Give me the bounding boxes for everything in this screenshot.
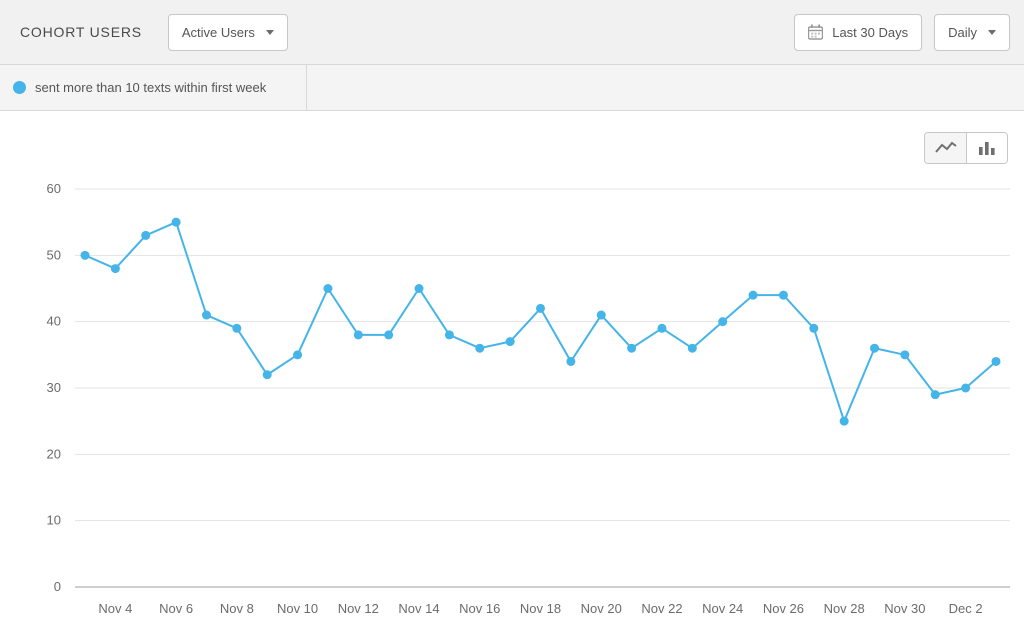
y-axis-label: 20 [47, 446, 61, 461]
y-axis-label: 10 [47, 513, 61, 528]
series-dot-icon [13, 81, 26, 94]
interval-dropdown[interactable]: Daily [934, 13, 1010, 51]
x-axis-label: Nov 6 [159, 601, 193, 616]
x-axis-label: Nov 18 [520, 601, 561, 616]
page-title: COHORT USERS [20, 24, 142, 40]
data-point[interactable] [414, 284, 424, 293]
legend-bar: sent more than 10 texts within first wee… [0, 65, 1024, 111]
x-axis-label: Nov 16 [459, 601, 500, 616]
x-axis-label: Nov 28 [824, 601, 865, 616]
data-point[interactable] [110, 264, 120, 274]
data-point[interactable] [171, 217, 181, 227]
line-chart-icon [934, 141, 957, 155]
y-axis-label: 50 [47, 247, 61, 262]
x-axis-label: Nov 4 [98, 601, 132, 616]
header-bar: COHORT USERS Active Users Las [0, 0, 1024, 65]
data-point[interactable] [627, 343, 637, 353]
x-axis-label: Dec 2 [949, 601, 983, 616]
data-point[interactable] [566, 356, 576, 366]
data-point[interactable] [536, 303, 545, 313]
x-axis-label: Nov 26 [763, 601, 804, 616]
data-point[interactable] [657, 323, 667, 333]
data-point[interactable] [384, 330, 394, 340]
data-point[interactable] [961, 383, 971, 393]
bar-chart-icon [979, 141, 995, 155]
date-range-button[interactable]: Last 30 Days [794, 13, 923, 51]
bar-chart-toggle-button[interactable] [966, 133, 1007, 163]
data-point[interactable] [262, 370, 272, 380]
x-axis-label: Nov 12 [338, 601, 379, 616]
interval-dropdown-label: Daily [948, 24, 977, 40]
y-axis-label: 60 [47, 181, 61, 196]
legend-label: sent more than 10 texts within first wee… [35, 80, 267, 95]
data-point[interactable] [353, 330, 363, 340]
data-point[interactable] [778, 290, 788, 300]
data-point[interactable] [870, 343, 880, 353]
x-axis-label: Nov 20 [581, 601, 622, 616]
data-point[interactable] [718, 317, 728, 327]
y-axis-label: 40 [47, 314, 61, 329]
line-chart-toggle-button[interactable] [925, 133, 966, 163]
line-chart[interactable]: 0 10 20 30 40 50 60 Nov 4 Nov 6 Nov 8 Nov 10 Nov 12… [0, 111, 1024, 637]
data-point[interactable] [687, 343, 697, 353]
data-point[interactable] [141, 230, 151, 240]
chart-type-toggle [924, 132, 1008, 164]
data-point[interactable] [839, 416, 849, 426]
data-point[interactable] [232, 323, 242, 333]
y-axis-label: 30 [47, 380, 61, 395]
date-range-label: Last 30 Days [832, 24, 909, 40]
x-axis-label: Nov 30 [884, 601, 925, 616]
segment-dropdown-label: Active Users [181, 24, 255, 40]
chevron-down-icon [988, 29, 996, 35]
x-axis-label: Nov 14 [398, 601, 439, 616]
x-axis-label: Nov 22 [641, 601, 682, 616]
header-right: Last 30 Days Daily [794, 13, 1010, 51]
data-point[interactable] [748, 290, 758, 300]
data-point[interactable] [900, 350, 910, 360]
data-point[interactable] [930, 390, 940, 400]
data-point[interactable] [444, 330, 454, 340]
data-point[interactable] [201, 310, 211, 320]
data-point[interactable] [991, 356, 1001, 366]
header-left: COHORT USERS Active Users [20, 13, 288, 51]
x-axis-label: Nov 24 [702, 601, 743, 616]
data-point[interactable] [809, 323, 819, 333]
x-axis-label: Nov 10 [277, 601, 318, 616]
legend-item[interactable]: sent more than 10 texts within first wee… [0, 65, 307, 110]
x-axis-label: Nov 8 [220, 601, 254, 616]
data-point[interactable] [80, 250, 90, 260]
chart-section: 0 10 20 30 40 50 60 Nov 4 Nov 6 Nov 8 Nov 10 Nov 12… [0, 111, 1024, 637]
data-point[interactable] [596, 310, 606, 320]
chevron-down-icon [265, 29, 274, 35]
data-point[interactable] [293, 350, 303, 360]
data-point[interactable] [323, 284, 333, 293]
y-axis-label: 0 [54, 579, 61, 594]
data-point[interactable] [475, 343, 485, 353]
segment-dropdown[interactable]: Active Users [167, 13, 288, 51]
calendar-icon [808, 24, 824, 40]
data-point[interactable] [505, 337, 515, 347]
